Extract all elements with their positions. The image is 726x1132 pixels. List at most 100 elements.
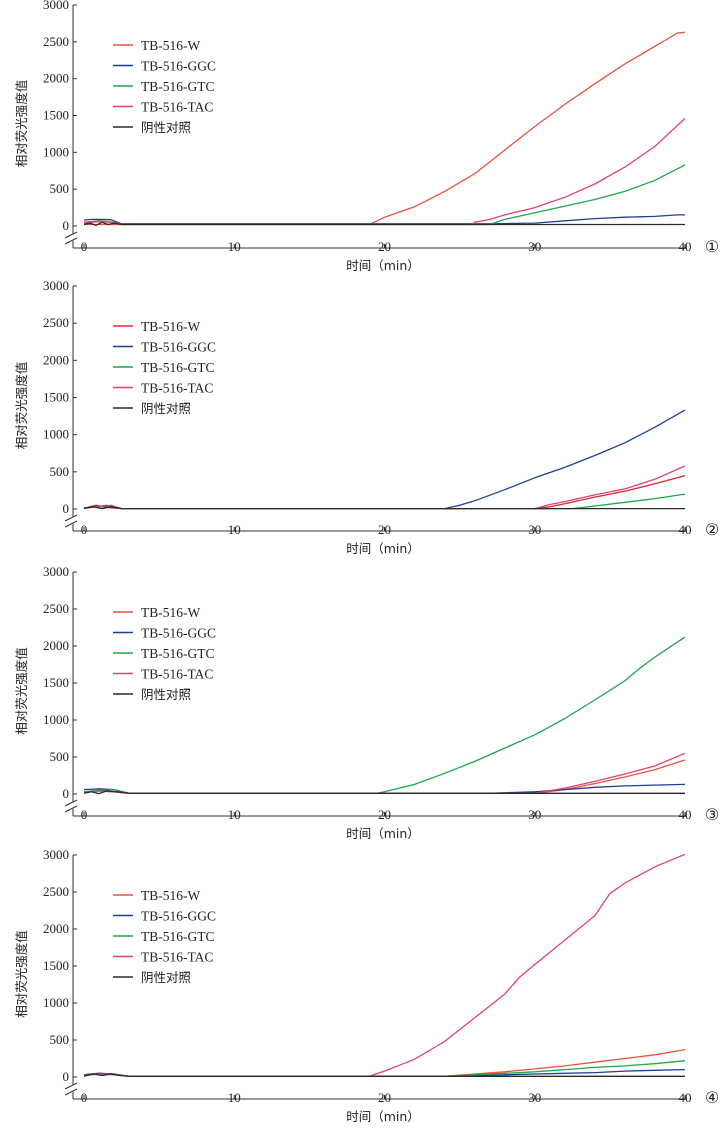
- chart-panel-2: 0 500 1000 1500 2000 2500 3000 0 10 20 30 40 时间（min）…: [14, 278, 719, 556]
- panel-number: ②: [705, 520, 719, 539]
- y-tick-label: 500: [50, 464, 70, 479]
- y-tick-label: 2500: [43, 601, 69, 616]
- axis-break-mark: [64, 799, 78, 807]
- legend-entry: TB-516-GGC: [141, 59, 216, 74]
- y-tick-label: 1000: [43, 712, 69, 727]
- legend-entry: TB-516-GTC: [141, 929, 215, 944]
- y-tick-label: 2500: [43, 34, 69, 49]
- y-tick-label: 3000: [43, 847, 69, 862]
- y-tick-label: 3000: [43, 0, 69, 12]
- axis-break-mark: [64, 237, 78, 245]
- x-tick-label: 40: [679, 239, 692, 254]
- x-tick-label: 10: [228, 522, 241, 537]
- y-tick-label: 2500: [43, 884, 69, 899]
- y-tick-label: 0: [63, 786, 70, 801]
- y-axis-label: 相对荧光强度值: [14, 930, 29, 1018]
- panel-number: ③: [705, 805, 719, 824]
- x-tick-label: 10: [228, 1090, 241, 1105]
- x-axis-label: 时间（min）: [346, 1109, 420, 1124]
- legend-entry: TB-516-GTC: [141, 79, 215, 94]
- x-tick-label: 30: [528, 1090, 541, 1105]
- y-axis-label: 相对荧光强度值: [14, 362, 29, 450]
- series-line: [83, 221, 685, 226]
- axis-break-mark: [64, 514, 78, 522]
- legend-entry: 阴性对照: [141, 687, 191, 702]
- legend-entry: TB-516-W: [141, 319, 200, 334]
- legend-entry: TB-516-GGC: [141, 909, 216, 924]
- legend-entry: TB-516-TAC: [141, 100, 213, 115]
- y-tick-label: 1000: [43, 144, 69, 159]
- y-tick-label: 1500: [43, 108, 69, 123]
- x-tick-label: 10: [228, 807, 241, 822]
- series-line: [83, 1060, 686, 1077]
- chart-panel-1: 0 500 1000 1500 2000 2500 3000 0 10 20 30 40 时间（min）…: [14, 0, 719, 273]
- legend-entry: TB-516-TAC: [141, 667, 213, 682]
- y-tick-label: 1500: [43, 675, 69, 690]
- y-tick-label: 2000: [43, 921, 69, 936]
- panel-number: ④: [705, 1088, 719, 1107]
- y-tick-label: 2000: [43, 352, 69, 367]
- x-tick-label: 40: [679, 1090, 692, 1105]
- y-tick-label: 1500: [43, 958, 69, 973]
- legend-entry: 阴性对照: [141, 401, 191, 416]
- y-axis-label: 相对荧光强度值: [14, 80, 29, 168]
- legend-entry: TB-516-GTC: [141, 360, 215, 375]
- y-tick-label: 500: [50, 1032, 70, 1047]
- y-tick-label: 1000: [43, 995, 69, 1010]
- y-tick-label: 2000: [43, 638, 69, 653]
- y-tick-label: 1000: [43, 427, 69, 442]
- x-tick-label: 20: [378, 807, 391, 822]
- legend-entry: 阴性对照: [141, 970, 191, 985]
- x-tick-label: 40: [679, 807, 692, 822]
- series-line: [83, 790, 685, 795]
- y-tick-label: 500: [50, 181, 70, 196]
- x-tick-label: 0: [81, 807, 88, 822]
- y-tick-label: 0: [63, 501, 70, 516]
- chart-panel-4: 0 500 1000 1500 2000 2500 3000 0 10 20 30 40 时间（min）…: [14, 847, 719, 1124]
- x-tick-label: 40: [679, 522, 692, 537]
- legend-entry: TB-516-GGC: [141, 626, 216, 641]
- series-line: [84, 31, 686, 226]
- axis-break-mark: [64, 520, 78, 528]
- x-tick-label: 20: [378, 1090, 391, 1105]
- x-tick-label: 20: [378, 239, 391, 254]
- legend-entry: TB-516-W: [141, 888, 200, 903]
- series-line: [83, 164, 686, 226]
- legend-entry: TB-516-GTC: [141, 646, 215, 661]
- x-axis-label: 时间（min）: [346, 826, 420, 841]
- legend-entry: TB-516-TAC: [141, 381, 213, 396]
- x-axis-label: 时间（min）: [346, 541, 420, 556]
- legend-entry: 阴性对照: [141, 120, 191, 135]
- y-tick-label: 2000: [43, 71, 69, 86]
- x-tick-label: 30: [528, 522, 541, 537]
- legend-entry: TB-516-W: [141, 38, 200, 53]
- axis-break-mark: [64, 231, 78, 239]
- series-line: [83, 474, 686, 510]
- x-tick-label: 20: [378, 522, 391, 537]
- x-tick-label: 0: [81, 239, 88, 254]
- y-tick-label: 3000: [43, 278, 69, 293]
- series-line: [83, 214, 685, 225]
- legend-entry: TB-516-GGC: [141, 340, 216, 355]
- x-tick-label: 30: [528, 807, 541, 822]
- series-line: [83, 759, 686, 794]
- x-tick-label: 0: [81, 1090, 88, 1105]
- axis-break-mark: [64, 1088, 78, 1096]
- axis-break-mark: [64, 1082, 78, 1090]
- series-line: [83, 1073, 685, 1077]
- series-line: [83, 465, 686, 510]
- legend-entry: TB-516-TAC: [141, 950, 213, 965]
- chart-panel-3: 0 500 1000 1500 2000 2500 3000 0 10 20 30 40 时间（min）…: [14, 564, 719, 841]
- x-tick-label: 30: [528, 239, 541, 254]
- axis-break-mark: [64, 805, 78, 813]
- series-line: [83, 493, 686, 510]
- y-axis-label: 相对荧光强度值: [14, 647, 29, 735]
- y-tick-label: 1500: [43, 390, 69, 405]
- y-tick-label: 500: [50, 749, 70, 764]
- series-line: [83, 409, 686, 510]
- y-tick-label: 3000: [43, 564, 69, 579]
- panel-number: ①: [705, 237, 719, 256]
- x-axis-label: 时间（min）: [346, 258, 420, 273]
- x-tick-label: 10: [228, 239, 241, 254]
